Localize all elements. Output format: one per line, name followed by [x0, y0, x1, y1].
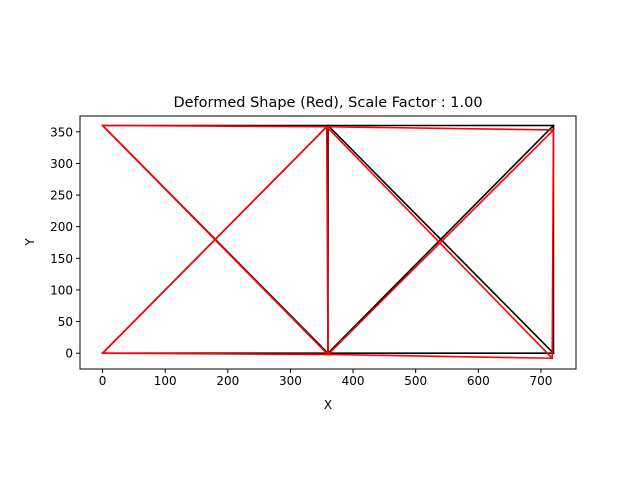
series-1-segment-7	[101, 125, 328, 355]
y-tick-label: 0	[65, 347, 73, 361]
x-tick-label: 200	[216, 374, 239, 388]
y-tick-label: 350	[50, 125, 73, 139]
series-0-segment-9	[326, 124, 555, 355]
y-tick-label: 250	[50, 189, 73, 203]
x-tick-label: 0	[99, 374, 107, 388]
chart-title: Deformed Shape (Red), Scale Factor : 1.0…	[173, 95, 482, 111]
x-tick-label: 700	[529, 374, 552, 388]
y-axis-label: Y	[23, 238, 37, 247]
series-1-segment-3	[325, 125, 555, 131]
axes-frame	[79, 115, 577, 370]
y-tick-label: 300	[50, 157, 73, 171]
x-tick-label: 400	[342, 374, 365, 388]
x-tick-label: 600	[467, 374, 490, 388]
series-1-segment-2	[101, 124, 328, 128]
series-1-segment-1	[327, 353, 554, 360]
series-1-segment-9	[326, 128, 555, 356]
plot-lines	[101, 124, 555, 360]
y-tick-label: 150	[50, 252, 73, 266]
y-tick-label: 100	[50, 283, 73, 297]
x-axis-ticks: 0 100 200 300 400 500 600 700	[99, 369, 552, 388]
y-tick-label: 200	[50, 220, 73, 234]
series-1-segment-5	[551, 129, 555, 360]
x-tick-label: 300	[279, 374, 302, 388]
x-tick-label: 100	[154, 374, 177, 388]
y-tick-label: 50	[58, 315, 73, 329]
y-axis-ticks: 0 50 100 150 200 250 300 350	[50, 125, 80, 361]
x-tick-label: 500	[404, 374, 427, 388]
series-1-segment-0	[101, 352, 329, 356]
series-1-segment-4	[325, 125, 329, 356]
x-axis-label: X	[324, 398, 332, 412]
